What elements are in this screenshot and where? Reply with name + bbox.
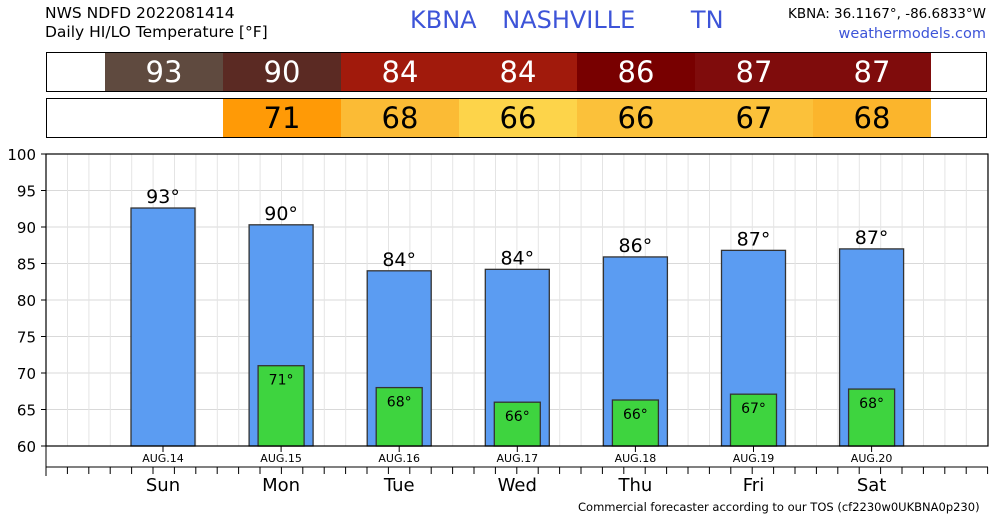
x-date-label: AUG.16 (378, 452, 420, 465)
site-link[interactable]: weathermodels.com (838, 26, 986, 42)
low-temp-bar (847, 388, 896, 447)
high-strip-cell: 84 (459, 53, 577, 91)
high-temp-label: 86° (619, 235, 653, 257)
x-day-label: Tue (383, 475, 415, 496)
low-temp-bar (493, 401, 541, 447)
y-tick-label: 85 (17, 256, 36, 274)
high-temp-bar (130, 207, 196, 447)
high-temp-label: 84° (382, 249, 416, 271)
low-temp-label: 71° (269, 373, 294, 389)
y-tick-label: 70 (17, 365, 36, 383)
station-code: KBNA (410, 6, 477, 34)
high-strip-cell: 90 (223, 53, 341, 91)
x-date-label: AUG.17 (497, 452, 539, 465)
footer-note: Commercial forecaster according to our T… (578, 500, 980, 514)
station-city: NASHVILLE (502, 6, 636, 34)
high-temp-label: 87° (737, 228, 771, 250)
high-temp-strip: 93 90 84 84 86 87 87 (46, 52, 987, 92)
y-tick-label: 75 (17, 329, 36, 347)
low-temp-label: 66° (623, 407, 648, 423)
low-strip-cell: 66 (577, 99, 695, 137)
y-tick-label: 80 (17, 292, 36, 310)
low-temp-label: 67° (741, 401, 766, 417)
chart-title: Daily HI/LO Temperature [°F] (45, 23, 268, 41)
y-tick-label: 60 (17, 438, 36, 456)
station-state: TN (690, 6, 724, 34)
low-temp-bar (729, 393, 778, 447)
station-coords: KBNA: 36.1167°, -86.6833°W (787, 6, 986, 22)
low-temp-bar (257, 365, 305, 447)
high-temp-label: 84° (500, 247, 534, 269)
x-day-label: Mon (262, 475, 300, 496)
high-strip-cell: 84 (341, 53, 459, 91)
low-temp-strip: 71 68 66 66 67 68 (46, 98, 987, 138)
high-temp-label: 93° (146, 186, 180, 208)
high-strip-cell: 87 (695, 53, 813, 91)
high-strip-cell: 87 (813, 53, 931, 91)
x-date-label: AUG.15 (260, 452, 302, 465)
low-strip-cell: 68 (813, 99, 931, 137)
high-temp-label: 90° (264, 203, 298, 225)
station-title: KBNA NASHVILLE TN (410, 6, 742, 34)
low-strip-cell: 68 (341, 99, 459, 137)
x-date-label: AUG.20 (851, 452, 893, 465)
x-date-label: AUG.14 (142, 452, 184, 465)
high-strip-cell: 93 (105, 53, 223, 91)
header-left: NWS NDFD 2022081414 Daily HI/LO Temperat… (45, 4, 268, 42)
low-temp-bar (611, 399, 660, 447)
y-tick-label: 100 (7, 146, 36, 164)
high-strip-cell: 86 (577, 53, 695, 91)
low-temp-label: 68° (859, 396, 884, 412)
low-strip-cell: 66 (459, 99, 577, 137)
model-run-label: NWS NDFD 2022081414 (45, 4, 235, 22)
x-day-label: Sat (857, 475, 887, 496)
header-right: KBNA: 36.1167°, -86.6833°W weathermodels… (788, 4, 986, 44)
low-temp-label: 68° (387, 395, 412, 411)
low-strip-cell: 71 (223, 99, 341, 137)
y-tick-label: 95 (17, 183, 36, 201)
low-temp-label: 66° (505, 409, 530, 425)
high-temp-label: 87° (855, 227, 889, 249)
y-tick-label: 65 (17, 402, 36, 420)
y-tick-label: 90 (17, 219, 36, 237)
low-temp-bar (375, 386, 423, 447)
x-day-label: Sun (146, 475, 180, 496)
x-date-label: AUG.18 (615, 452, 657, 465)
x-date-label: AUG.19 (733, 452, 775, 465)
low-strip-cell: 67 (695, 99, 813, 137)
x-day-label: Thu (617, 475, 652, 496)
x-day-label: Wed (498, 475, 537, 496)
x-day-label: Fri (743, 475, 764, 496)
